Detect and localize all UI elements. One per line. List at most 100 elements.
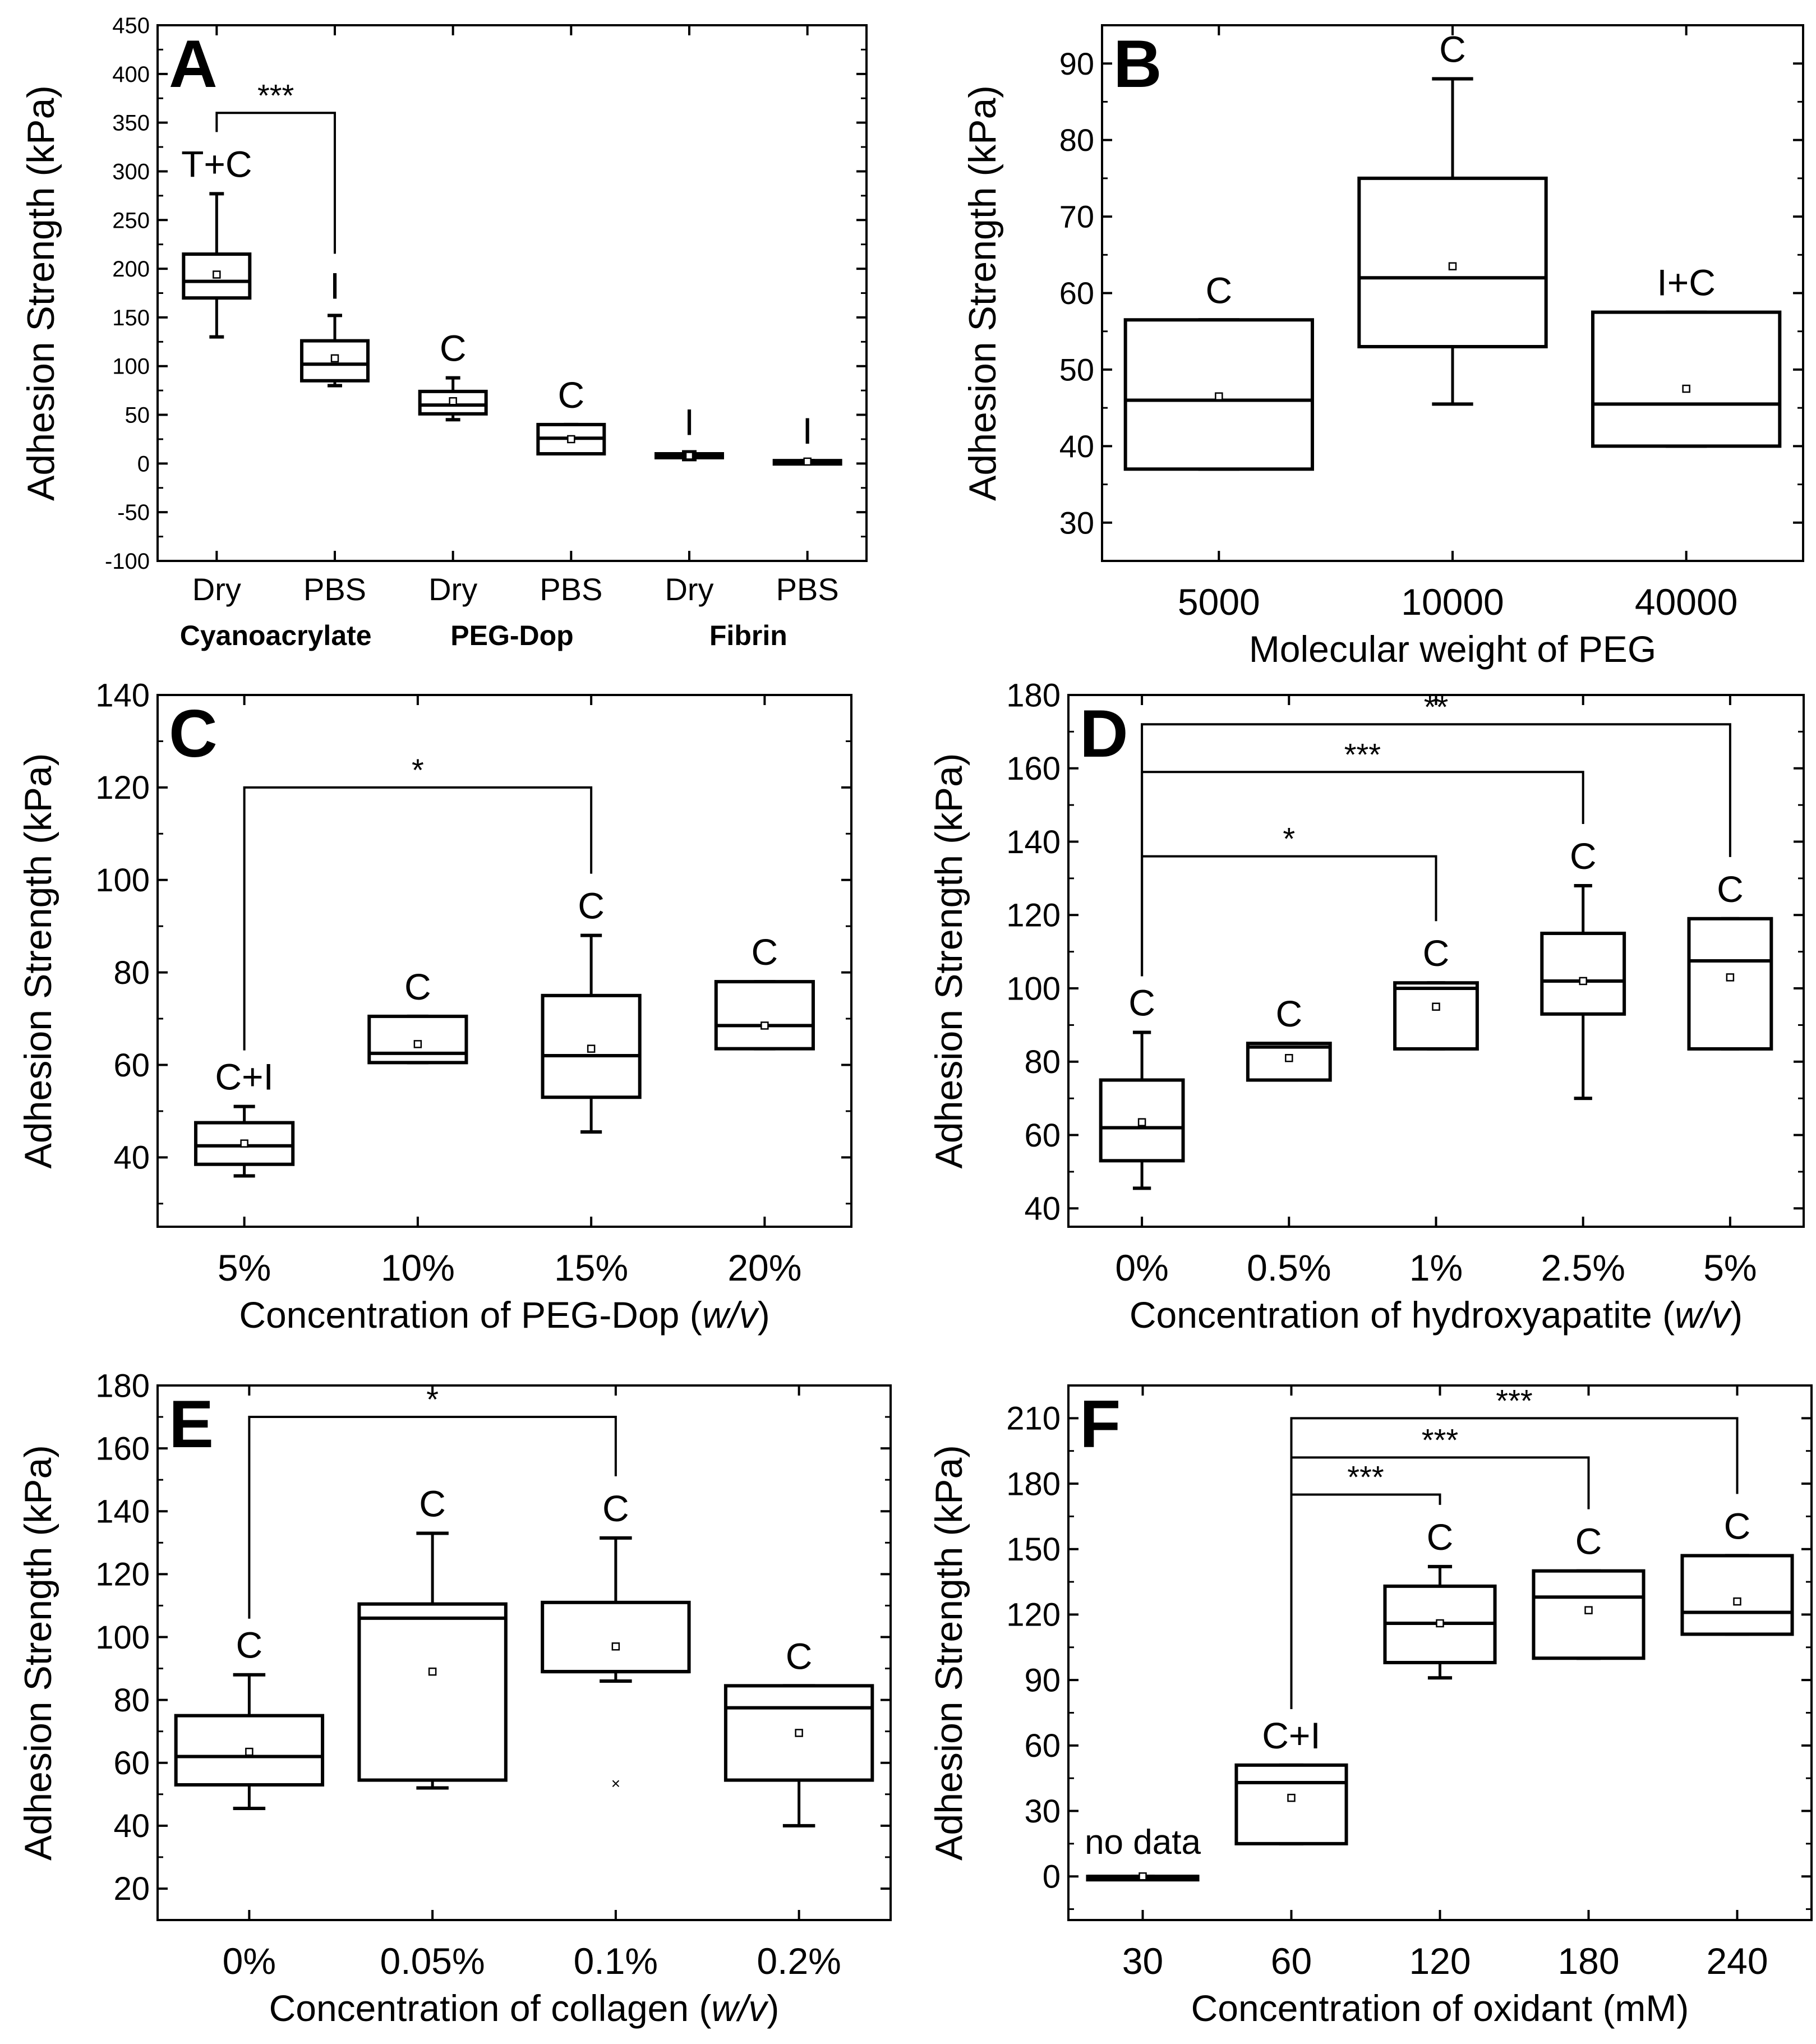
bracket-line [243,786,593,1051]
y-tick-label: 160 [95,1430,150,1467]
x-category-label: 60 [1271,1940,1312,1982]
x-category-label: 5000 [1178,581,1260,623]
y-axis-title: Adhesion Strength (kPa) [928,1445,970,1861]
x-category-label: 180 [1557,1940,1619,1982]
significance-bracket: ** [1141,689,1731,977]
panel-letter: E [169,1387,214,1462]
significance-bracket: *** [215,77,336,254]
mean-marker [795,1729,803,1737]
significance-label: * [426,1382,439,1417]
failure-mode-label: C [236,1624,263,1666]
x-axis-title: Molecular weight of PEG [1249,628,1656,670]
y-tick-label: 40 [113,1140,150,1176]
box-iqr [1393,981,1479,1051]
x-category-label: 5% [1703,1247,1757,1288]
y-axis-title: Adhesion Strength (kPa) [17,1445,59,1861]
mean-marker [1287,1793,1296,1802]
failure-mode-label: C [1423,932,1450,974]
y-tick-label: 200 [112,257,150,282]
mean-marker [587,1044,596,1053]
y-tick-label: 150 [1006,1531,1061,1568]
failure-mode-label: C [578,885,605,927]
failure-mode-label: C [1724,1505,1751,1546]
box-2: C [1383,1516,1497,1680]
failure-mode-label: C [1717,868,1744,910]
mean-marker [1448,262,1457,270]
significance-label: *** [1496,1383,1532,1418]
x-category-label: PBS [303,572,366,607]
x-category-label: 15% [554,1247,628,1288]
significance-label: *** [1344,736,1381,772]
panel-a: 450 400 350 300 250 200 150 100 50 0 -50 -100 Dry PBS… [20,13,868,651]
y-tick-label: 140 [95,1494,150,1530]
y-tick-label: 180 [1006,1466,1061,1502]
mean-marker [685,452,694,460]
box-0: C [1123,269,1314,471]
y-tick-label: 60 [1024,1117,1061,1154]
y-tick-label: 0 [137,452,150,476]
failure-mode-label: C [1275,993,1302,1034]
x-category-label: 2.5% [1541,1247,1625,1288]
mean-marker [1579,977,1587,986]
failure-mode-label: T+C [181,143,252,185]
bracket-line [1141,723,1731,977]
box-0: C [174,1624,325,1810]
y-tick-label: 120 [95,1557,150,1593]
box-0: T+C [181,143,252,339]
box-2: ×C [541,1488,691,1792]
y-axis-title: Adhesion Strength (kPa) [17,753,59,1169]
y-tick-label: 90 [1059,46,1094,81]
box-1: C [357,1483,508,1790]
box-4: C [1680,1505,1794,1636]
failure-mode-label: C [752,931,778,973]
panel-letter: A [169,26,218,102]
y-tick-label: 180 [1006,677,1061,713]
box-2: C [418,328,488,422]
plot-frame [156,1384,892,1921]
y-tick-label: 70 [1059,199,1094,234]
box-iqr [1532,1569,1646,1660]
box-5: I [772,410,842,466]
box-1: C [1357,29,1548,406]
no-data-note: no data [1085,1823,1201,1862]
x-category-label: 0.5% [1247,1247,1331,1288]
bracket-line [248,1416,617,1619]
panel-letter: C [169,696,218,771]
box-3: C [723,1635,874,1827]
significance-bracket: *** [1290,1383,1739,1709]
panel-letter: F [1080,1387,1121,1462]
significance-label: *** [1422,1422,1458,1457]
y-tick-label: 140 [1006,824,1061,860]
y-tick-label: 180 [95,1368,150,1404]
y-tick-label: 30 [1024,1793,1061,1830]
y-tick-label: 60 [113,1047,150,1084]
x-category-label: 40000 [1635,581,1738,623]
significance-bracket: *** [1290,1459,1441,1709]
mean-marker [1436,1619,1444,1628]
mean-marker [449,397,457,406]
mean-marker [1285,1054,1293,1062]
failure-mode-label: C [1205,269,1232,311]
y-tick-label: 300 [112,159,150,184]
failure-mode-label: C [602,1488,629,1529]
failure-mode-label: I [330,265,340,306]
x-category-label: 30 [1122,1940,1163,1982]
failure-mode-label: C [1575,1521,1602,1562]
bracket-line [1141,771,1584,977]
y-tick-label: 60 [1024,1728,1061,1764]
box-3: C [1540,835,1626,1101]
y-tick-label: 40 [113,1808,150,1844]
mean-marker [803,457,812,466]
box-iqr [1591,310,1782,448]
x-category-label: 0% [223,1940,276,1982]
box-iqr [367,1014,468,1065]
mean-marker [413,1040,422,1048]
mean-marker [428,1667,437,1676]
x-category-label: PBS [776,572,839,607]
box-iqr [1680,1554,1794,1636]
bracket-line [215,112,336,254]
box-3: C [1532,1521,1646,1660]
y-tick-label: 120 [95,770,150,806]
box-0: C [1099,982,1185,1190]
